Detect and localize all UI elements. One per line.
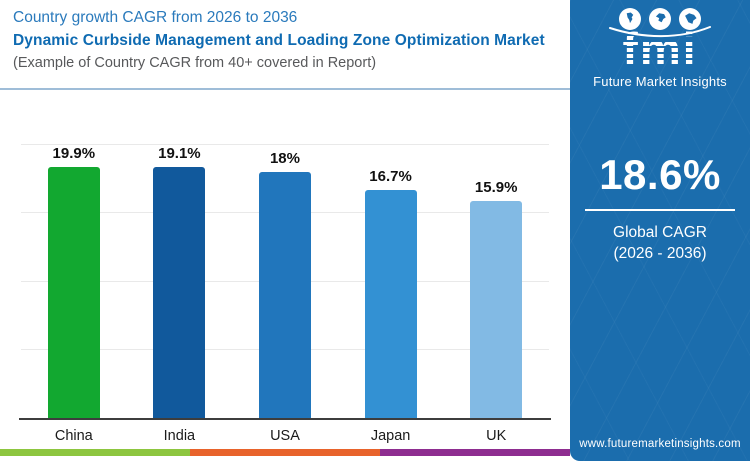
footer-stripe-segment [380,449,570,456]
market-title: Dynamic Curbside Management and Loading … [13,32,545,49]
bar-value-label: 19.9% [52,145,96,162]
x-axis-label-japan: Japan [370,428,411,444]
bar-india [153,167,206,418]
chart-title: Country growth CAGR from 2026 to 2036 [13,9,298,26]
bar-column-china: 19.9% [47,145,100,418]
x-axis-label-usa: USA [270,428,300,444]
x-axis-label-uk: UK [486,428,507,444]
header: Country growth CAGR from 2026 to 2036 Dy… [0,0,570,88]
logo-swoosh-icon [570,26,750,38]
stat-label: Global CAGR (2026 - 2036) [570,223,750,265]
brand-sidebar: fmi Future Market Insights 18.6% Global … [570,0,750,461]
logo-globe-icons [570,8,750,30]
bar-column-india: 19.1% [153,145,206,418]
footer-stripe-segment [190,449,380,456]
x-axis-label-china: China [54,428,93,444]
x-axis-labels: China India USA Japan UK [21,428,549,444]
bar-column-uk: 15.9% [470,145,523,418]
stat-label-line2: (2026 - 2036) [613,245,707,263]
stat-label-line1: Global CAGR [613,224,707,242]
bar-column-japan: 16.7% [364,145,417,418]
fmi-logo: fmi Future Market Insights [570,0,750,89]
bars: 19.9% 19.1% 18% 16.7% 15.9% [21,145,549,418]
bar-column-usa: 18% [258,145,311,418]
global-cagr-block: 18.6% Global CAGR (2026 - 2036) [570,151,750,265]
bar-china [47,167,100,418]
americas-globe-icon [619,8,641,30]
subtitle-note: (Example of Country CAGR from 40+ covere… [13,55,377,71]
x-axis-line [19,418,551,420]
global-cagr-value: 18.6% [599,151,721,199]
plot-area: 19.9% 19.1% 18% 16.7% 15.9% [21,144,549,418]
footer-stripe-segment [0,449,190,456]
bar-value-label: 18% [269,150,300,168]
logo-company-name: Future Market Insights [593,74,727,90]
europe-globe-icon [649,8,671,30]
bar-value-label: 19.1% [158,145,201,162]
header-divider [0,88,570,90]
website-url[interactable]: www.futuremarketinsights.com [579,438,741,450]
bar-uk [470,200,523,418]
stat-divider [585,209,735,212]
logo-wordmark: fmi [570,26,750,72]
footer-stripe [0,449,570,456]
bar-japan [364,190,417,418]
bar-usa [258,172,311,418]
gridline [21,144,549,145]
x-axis-label-india: India [163,428,196,444]
bar-value-label: 16.7% [369,168,412,186]
asia-globe-icon [679,8,701,30]
bar-value-label: 15.9% [474,178,518,196]
